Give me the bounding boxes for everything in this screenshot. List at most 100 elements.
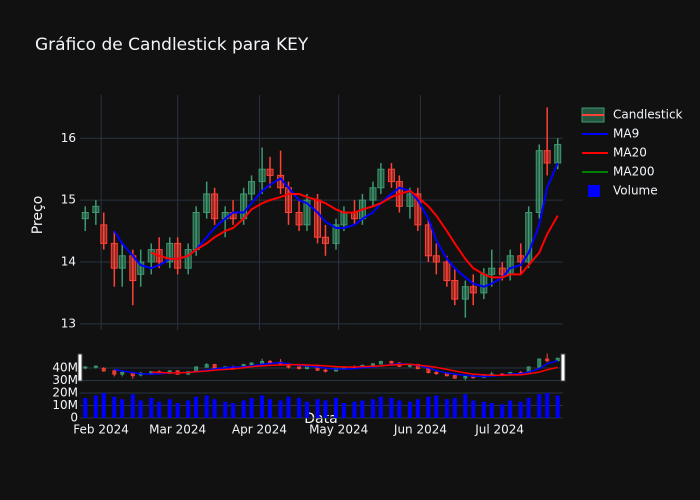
candle-body — [137, 261, 145, 275]
candle-body — [535, 150, 543, 214]
candle-body — [295, 212, 303, 226]
volume-bar — [112, 396, 117, 418]
candle-body — [174, 242, 182, 269]
y-tick-label: 14 — [61, 254, 76, 268]
candle-body — [92, 205, 100, 214]
volume-bar — [260, 395, 265, 418]
volume-bar — [223, 401, 228, 418]
candle-body — [166, 242, 174, 263]
legend-label: MA200 — [613, 165, 654, 179]
slider-candle-body — [297, 366, 302, 370]
slider-candle-body — [268, 360, 273, 363]
candle-body — [432, 255, 440, 263]
legend-label: MA20 — [613, 146, 647, 160]
volume-bar — [323, 400, 328, 418]
volume-bar — [434, 395, 439, 418]
volume-bar — [555, 395, 560, 418]
candle-body — [110, 242, 118, 269]
slider-candle-body — [101, 368, 106, 372]
volume-bar — [334, 398, 339, 418]
x-tick-label: Mar 2024 — [149, 423, 206, 437]
volume-bar — [212, 399, 217, 418]
volume-tick-label: 30M — [52, 373, 78, 387]
slider-candle-body — [426, 368, 431, 374]
slider-candle-body — [389, 360, 394, 364]
volume-bar — [426, 396, 431, 418]
candle-body — [525, 212, 533, 263]
candle-body — [314, 199, 322, 238]
candle-body — [451, 280, 459, 300]
volume-bar — [149, 398, 154, 418]
slider-candle-body — [323, 369, 328, 372]
y-tick-label: 15 — [61, 193, 76, 207]
candle-body — [303, 199, 311, 226]
volume-tick-label: 40M — [52, 361, 78, 375]
candle-body — [387, 168, 395, 183]
candle-body — [406, 193, 414, 207]
candle-body — [498, 267, 506, 275]
candle-body — [369, 187, 377, 201]
volume-bar — [415, 399, 420, 418]
slider-candle-body — [204, 364, 209, 368]
slider-candle-body — [260, 360, 265, 364]
candle-body — [100, 224, 108, 244]
slider-candle-body — [537, 358, 542, 368]
volume-bar — [83, 398, 88, 418]
candle-body — [81, 212, 89, 220]
volume-bar — [489, 403, 494, 418]
candle-body — [424, 224, 432, 257]
volume-bar — [537, 394, 542, 418]
volume-bar — [194, 396, 199, 418]
volume-bar — [370, 399, 375, 418]
volume-bar — [463, 394, 468, 418]
candle-body — [211, 193, 219, 220]
ma-line — [150, 189, 559, 279]
chart-title: Gráfico de Candlestick para KEY — [35, 35, 309, 55]
candle-body — [543, 150, 551, 164]
volume-bar — [175, 403, 180, 418]
volume-bar — [526, 398, 531, 418]
candle-body — [184, 249, 192, 269]
volume-tick-label: 0 — [70, 411, 78, 425]
slider-candle-body — [370, 363, 375, 366]
slider-candle-body — [83, 366, 88, 369]
candle-body — [147, 249, 155, 263]
candle-body — [258, 168, 266, 183]
x-tick-label: Jul 2024 — [474, 423, 524, 437]
volume-bar — [397, 400, 402, 418]
slider-candle-body — [212, 364, 217, 369]
volume-tick-label: 20M — [52, 386, 78, 400]
candle-body — [443, 261, 451, 282]
y-axis-title: Preço — [30, 196, 46, 235]
slider-candle-body — [463, 375, 468, 379]
candle-body — [248, 181, 256, 195]
x-tick-label: Feb 2024 — [73, 423, 129, 437]
volume-bar — [186, 400, 191, 418]
candle-body — [321, 236, 329, 244]
volume-tick-label: 10M — [52, 398, 78, 412]
x-tick-label: Apr 2024 — [232, 423, 287, 437]
volume-bar — [389, 398, 394, 418]
volume-bar — [241, 400, 246, 418]
volume-bar — [278, 400, 283, 418]
volume-bar — [481, 401, 486, 418]
volume-bar — [138, 400, 143, 418]
legend-icon — [588, 185, 600, 197]
candle-body — [266, 168, 274, 176]
volume-bar — [452, 398, 457, 418]
volume-bar — [304, 401, 309, 418]
slider-candle-body — [112, 370, 117, 375]
slider-candle-body — [120, 372, 125, 375]
volume-bar — [360, 400, 365, 418]
volume-bar — [518, 401, 523, 418]
range-handle[interactable] — [560, 353, 566, 382]
slider-ma-line — [151, 363, 558, 377]
y-tick-label: 13 — [61, 316, 76, 330]
volume-bar — [231, 403, 236, 418]
candle-body — [203, 193, 211, 214]
legend-label: Volume — [613, 184, 658, 198]
range-handle[interactable] — [77, 353, 83, 382]
volume-bar — [471, 400, 476, 418]
legend-label: MA9 — [613, 127, 639, 141]
